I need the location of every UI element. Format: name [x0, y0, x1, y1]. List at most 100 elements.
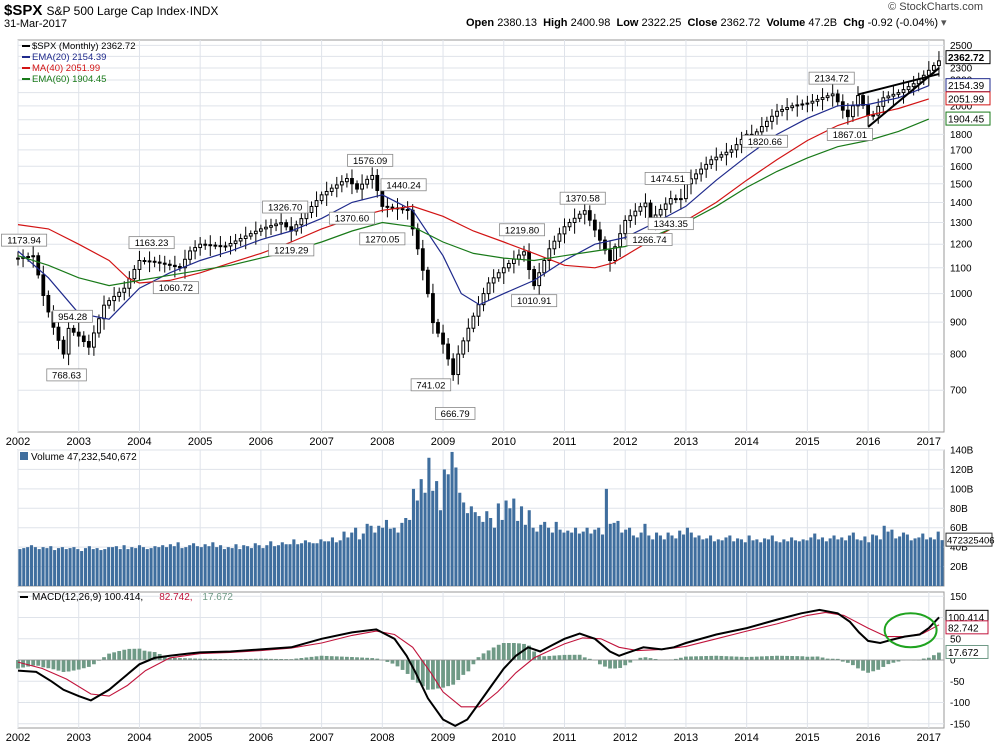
candle-body — [506, 262, 511, 269]
histogram-bar — [26, 660, 31, 667]
candle-body — [491, 277, 496, 284]
macd-tick-label: -50 — [950, 677, 965, 688]
candle-body — [269, 225, 273, 228]
volume-bar — [570, 532, 574, 586]
histogram-bar — [522, 643, 526, 660]
candle-body — [673, 198, 678, 201]
volume-bar — [809, 537, 813, 586]
peak-label-box — [359, 232, 406, 246]
histogram-bar — [76, 660, 81, 670]
value-tag-box — [945, 644, 989, 659]
histogram-bar — [714, 655, 719, 660]
candle-body — [734, 144, 739, 151]
high-label: High — [543, 17, 568, 29]
histogram-bar — [678, 657, 683, 660]
peak-label: 1219.29 — [274, 245, 308, 256]
candle-body — [466, 327, 471, 342]
histogram-bar — [269, 658, 273, 660]
histogram-bar — [436, 660, 440, 689]
volume-bar — [678, 530, 682, 586]
histogram-bar — [248, 658, 253, 660]
candle-body — [66, 327, 71, 355]
volume-bar — [246, 546, 250, 586]
volume-bar — [813, 533, 817, 586]
candle-body — [451, 358, 456, 376]
candle-body — [157, 261, 162, 264]
candle-body — [420, 248, 425, 271]
candle-body — [684, 183, 688, 200]
candle-body — [112, 295, 117, 302]
candle-body — [876, 105, 881, 116]
candle-body — [178, 266, 182, 269]
candle-body — [937, 60, 941, 67]
volume-bar — [199, 547, 203, 586]
volume-bar — [238, 549, 242, 586]
symbol-name: S&P 500 Large Cap Index — [46, 4, 186, 18]
volume-bar — [901, 532, 906, 586]
histogram-bar — [415, 660, 420, 683]
volume-bar — [840, 537, 844, 586]
histogram-bar — [851, 660, 855, 666]
volume-bar — [712, 541, 716, 586]
dropdown-caret-icon[interactable]: ▾ — [941, 17, 947, 29]
peak-label-box — [741, 134, 788, 148]
volume-bar — [558, 529, 562, 586]
volume-bar — [18, 549, 22, 586]
histogram-bar — [81, 660, 86, 669]
histogram-bar — [451, 660, 456, 685]
volume-bar — [693, 537, 697, 586]
candle-body — [881, 97, 886, 107]
volume-bar — [824, 541, 828, 586]
peak-label-box — [52, 309, 93, 323]
volume-legend-label: Volume 47,232,540,672 — [31, 452, 137, 463]
x-tick-label: 2012 — [613, 436, 637, 448]
volume-bar — [265, 545, 269, 586]
volume-bar — [492, 527, 497, 586]
volume-bar — [508, 508, 512, 586]
histogram-bar — [613, 660, 617, 669]
candle-body — [572, 217, 577, 223]
high-value: 2400.98 — [570, 17, 611, 29]
candle-body — [608, 249, 612, 261]
volume-bar — [37, 549, 41, 586]
volume-bar — [477, 516, 481, 586]
x-tick-label: 2007 — [309, 436, 333, 448]
candle-body — [871, 114, 876, 117]
volume-bar — [535, 531, 539, 586]
histogram-bar — [233, 659, 238, 660]
histogram-bar — [699, 656, 704, 660]
candle-body — [117, 291, 122, 297]
candle-body — [577, 213, 582, 219]
candle-body — [830, 93, 835, 97]
candle-body — [805, 102, 810, 105]
volume-bar — [126, 549, 130, 586]
volume-bar — [624, 529, 628, 586]
x-tick-label-bottom: 2005 — [188, 732, 212, 744]
candle-body — [532, 269, 537, 287]
histogram-bar — [405, 660, 410, 674]
volume-bar — [350, 532, 354, 586]
volume-bar — [705, 538, 709, 586]
peak-label: 1060.72 — [159, 283, 193, 294]
histogram-bar — [294, 658, 299, 660]
histogram-bar — [689, 656, 693, 660]
candle-body — [795, 104, 800, 107]
candle-body — [431, 293, 435, 324]
candle-body — [517, 254, 521, 260]
volume-bar — [720, 540, 724, 586]
histogram-bar — [825, 658, 830, 660]
volume-bar — [165, 547, 169, 586]
candle-body — [785, 107, 790, 110]
candle-body — [694, 173, 698, 180]
candle-body — [188, 250, 192, 260]
candle-body — [319, 194, 324, 202]
volume-bar — [377, 525, 381, 586]
candle-body — [775, 110, 779, 117]
volume-bar — [327, 541, 331, 586]
volume-bar — [242, 545, 246, 586]
volume-bar — [404, 518, 408, 586]
histogram-bar — [102, 657, 106, 660]
volume-bar — [431, 490, 435, 586]
peak-label-box — [46, 368, 87, 382]
histogram-bar — [410, 660, 415, 680]
